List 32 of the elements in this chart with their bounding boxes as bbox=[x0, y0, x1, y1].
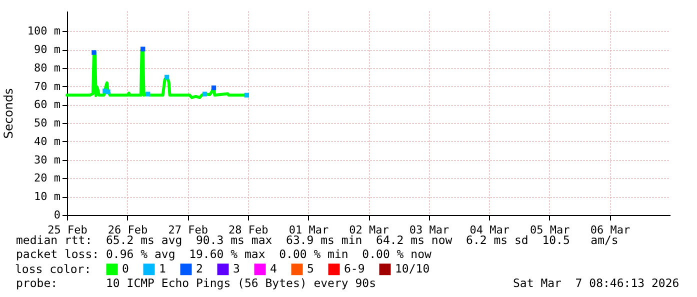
text: packet loss: 0.96 % avg 19.60 % max 0.00 % min 0.00 % now bbox=[16, 247, 432, 261]
y-tick-label: 40 m bbox=[34, 134, 61, 148]
y-tick-label: 60 m bbox=[34, 98, 61, 112]
y-tick-label: 100 m bbox=[27, 24, 61, 38]
point bbox=[140, 46, 146, 52]
point bbox=[92, 50, 96, 55]
y-axis-title: Seconds bbox=[1, 88, 16, 139]
legend-label: 2 bbox=[196, 261, 203, 276]
point bbox=[244, 92, 250, 98]
legend-label: 5 bbox=[307, 261, 314, 276]
y-tick-label: 80 m bbox=[34, 61, 61, 74]
text: probe: 10 ICMP Echo Pings (56 Bytes) every 90s bbox=[16, 276, 376, 290]
legend-label: 10/10 bbox=[395, 261, 430, 276]
point bbox=[211, 85, 216, 90]
legend-title: loss color: bbox=[15, 262, 92, 276]
point bbox=[146, 92, 150, 96]
point bbox=[202, 92, 208, 96]
legend-label: 1 bbox=[159, 261, 166, 276]
y-tick-label: 90 m bbox=[34, 43, 61, 56]
y-tick-label: 70 m bbox=[34, 80, 61, 93]
legend-label: 4 bbox=[270, 261, 277, 276]
point bbox=[106, 90, 110, 94]
text: Sat Mar 7 08:46:13 2026 bbox=[513, 276, 680, 290]
legend-label: 3 bbox=[233, 261, 240, 276]
legend-label: 0 bbox=[122, 261, 129, 276]
y-tick-label: 50 m bbox=[34, 116, 61, 130]
legend-label: 6-9 bbox=[344, 261, 365, 276]
y-tick-label: 0 bbox=[54, 208, 60, 222]
y-tick-label: 30 m bbox=[34, 153, 61, 166]
point bbox=[164, 74, 170, 80]
y-tick-label: 20 m bbox=[34, 172, 61, 185]
y-tick-label: 10 m bbox=[34, 190, 61, 204]
